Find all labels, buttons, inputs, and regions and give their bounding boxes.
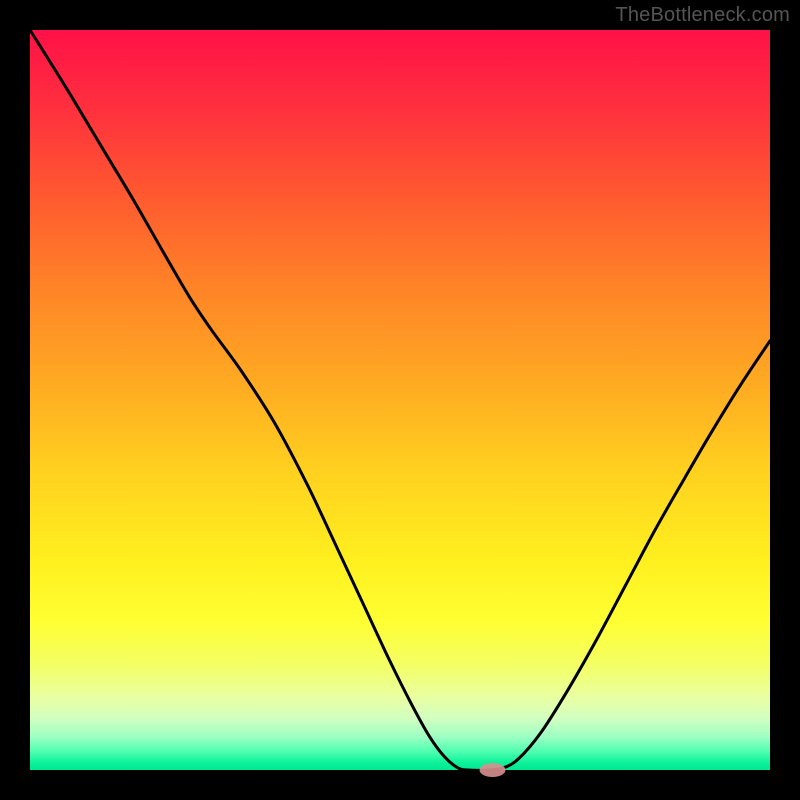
optimal-marker [480,763,506,777]
watermark-text: TheBottleneck.com [615,4,790,27]
bottleneck-chart [0,0,800,800]
plot-background [30,30,770,770]
